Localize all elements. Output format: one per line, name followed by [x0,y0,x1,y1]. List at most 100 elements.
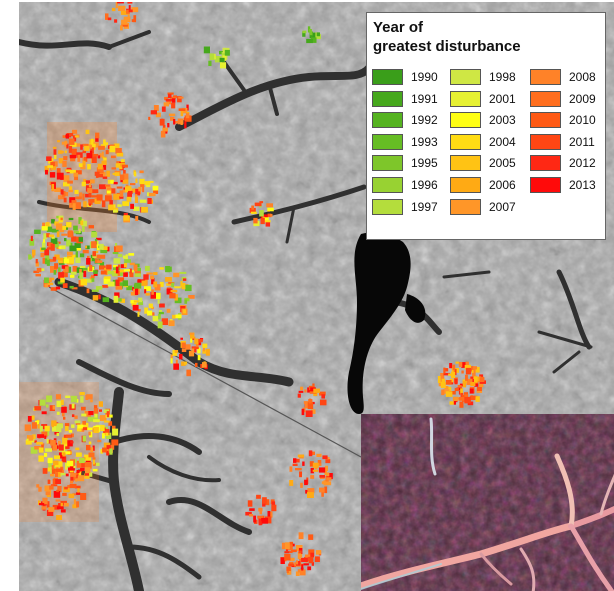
disturbance-pixel [324,465,328,471]
disturbance-pixel [188,295,195,299]
disturbance-pixel [85,180,92,184]
disturbance-pixel [102,447,107,453]
disturbance-pixel [465,361,469,365]
disturbance-pixel [105,432,112,439]
disturbance-pixel [196,342,202,346]
disturbance-pixel [61,448,65,455]
disturbance-pixel [117,204,122,207]
disturbance-pixel [464,364,471,370]
disturbance-pixel [153,272,158,275]
disturbance-pixel [112,279,117,286]
disturbance-pixel [42,241,46,249]
legend-swatch [530,112,561,129]
disturbance-pixel [56,515,62,520]
disturbance-pixel [73,499,76,506]
legend-year-label: 2013 [569,178,596,192]
disturbance-pixel [88,144,93,149]
disturbance-pixel [122,189,127,193]
disturbance-pixel [208,60,212,66]
disturbance-pixel [68,464,75,471]
disturbance-pixel [55,499,61,502]
disturbance-pixel [106,445,111,450]
disturbance-pixel [122,173,129,180]
disturbance-pixel [62,191,66,197]
disturbance-pixel [167,123,170,128]
disturbance-pixel [292,463,298,466]
disturbance-pixel [107,271,115,275]
disturbance-pixel [47,479,51,484]
disturbance-pixel [173,363,179,370]
disturbance-pixel [287,567,292,575]
disturbance-pixel [47,259,50,264]
disturbance-pixel [82,143,89,147]
disturbance-pixel [197,354,201,361]
legend-year-label: 2011 [569,134,595,149]
disturbance-pixel [171,102,176,109]
disturbance-pixel [62,283,68,288]
disturbance-pixel [58,272,64,279]
disturbance-pixel [128,5,131,12]
disturbance-pixel [114,172,120,176]
disturbance-pixel [120,159,125,163]
disturbance-pixel [63,175,70,182]
disturbance-pixel [270,213,273,217]
disturbance-pixel [78,228,81,233]
disturbance-pixel [36,441,43,445]
disturbance-pixel [311,562,314,566]
disturbance-pixel [281,542,286,550]
disturbance-pixel [74,242,81,248]
disturbance-pixel [111,439,119,446]
legend-swatch [372,112,403,129]
disturbance-pixel [301,557,308,562]
disturbance-pixel [191,348,195,354]
disturbance-pixel [135,178,138,184]
disturbance-pixel [166,288,173,295]
disturbance-pixel [115,243,118,247]
disturbance-pixel [445,391,453,397]
disturbance-pixel [138,297,143,303]
disturbance-pixel [125,186,132,193]
legend-swatch [530,155,561,172]
disturbance-pixel [120,264,127,269]
disturbance-pixel [180,120,183,125]
disturbance-pixel [85,245,90,250]
disturbance-pixel [181,283,186,290]
disturbance-pixel [101,156,105,159]
disturbance-pixel [310,467,314,474]
disturbance-pixel [101,151,104,157]
disturbance-pixel [121,164,128,168]
disturbance-pixel [139,199,147,203]
disturbance-pixel [92,295,99,301]
disturbance-pixel [113,209,118,213]
disturbance-pixel [141,206,148,213]
legend-year-label: 1995 [411,156,438,171]
disturbance-pixel [52,478,56,485]
disturbance-pixel [62,271,68,278]
disturbance-pixel [141,280,147,286]
disturbance-pixel [106,450,110,456]
disturbance-pixel [63,258,69,264]
disturbance-pixel [109,200,113,206]
disturbance-pixel [122,201,129,207]
legend-swatch [372,177,403,193]
disturbance-pixel [100,424,105,432]
disturbance-pixel [100,247,108,254]
disturbance-pixel [70,441,74,444]
legend-year-label: 2009 [569,91,596,106]
legend-year-label: 2007 [489,199,516,214]
disturbance-pixel [95,462,100,466]
disturbance-pixel [173,119,176,125]
disturbance-pixel [284,553,291,561]
disturbance-pixel [58,267,61,272]
disturbance-pixel [260,214,268,219]
disturbance-pixel [316,32,320,37]
disturbance-pixel [106,411,110,418]
disturbance-pixel [181,361,186,366]
disturbance-pixel [303,401,309,404]
disturbance-pixel [46,247,54,250]
disturbance-pixel [441,389,445,396]
disturbance-pixel [106,264,112,270]
disturbance-pixel [293,458,300,463]
disturbance-pixel [303,563,309,566]
disturbance-pixel [93,408,99,414]
